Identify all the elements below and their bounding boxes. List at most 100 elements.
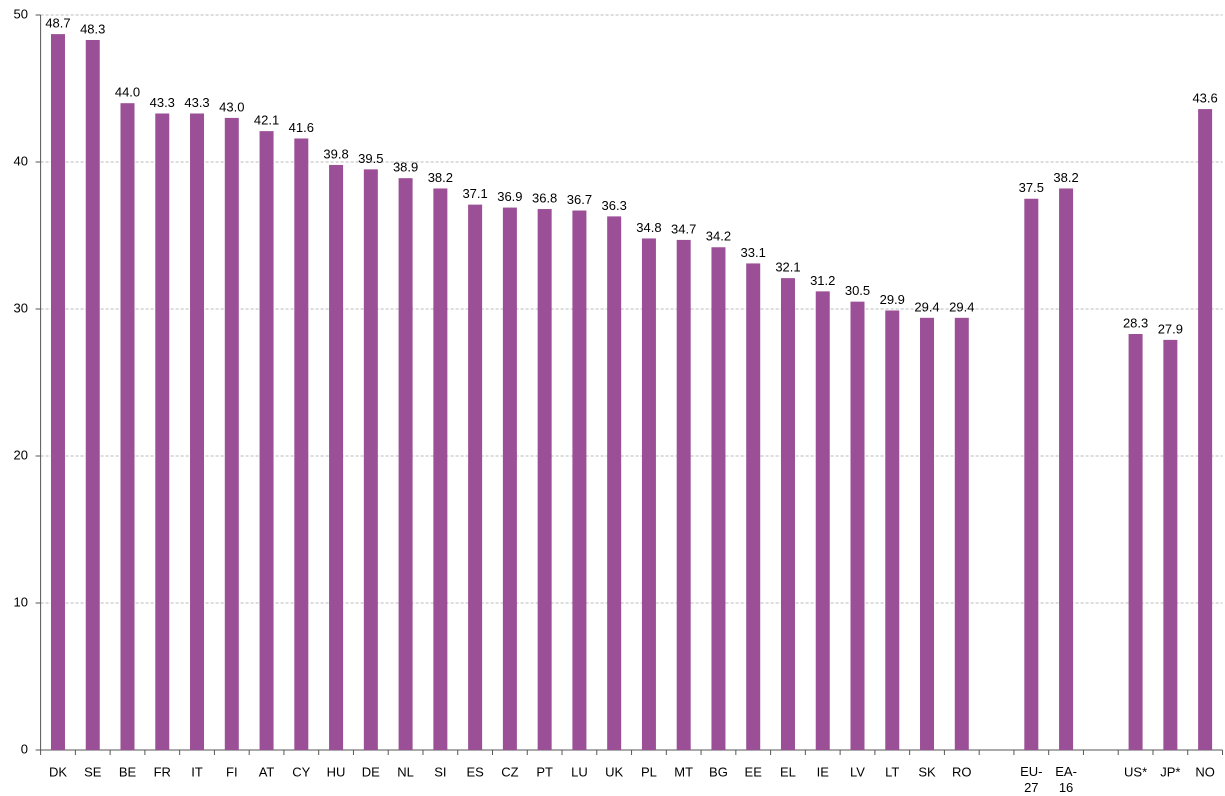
y-tick-label: 40 [14, 153, 28, 168]
y-tick-label: 50 [14, 6, 28, 21]
value-label: 36.9 [497, 189, 522, 204]
x-tick-label: SK [918, 764, 936, 779]
value-label: 48.3 [80, 21, 105, 36]
value-label: 39.8 [323, 146, 348, 161]
x-tick-label: EE [745, 764, 763, 779]
bar [363, 169, 378, 751]
bar [746, 263, 761, 750]
value-label: 39.5 [358, 151, 383, 166]
value-label: 38.9 [393, 160, 418, 175]
bar [190, 113, 205, 751]
value-label: 38.2 [428, 170, 453, 185]
value-label: 33.1 [741, 245, 766, 260]
bar [572, 210, 587, 750]
bar [711, 247, 726, 750]
bar [850, 301, 865, 750]
x-tick-label: LT [885, 764, 899, 779]
x-tick-label: EU-27 [1020, 764, 1042, 795]
bar [537, 209, 552, 751]
x-tick-label: FI [226, 764, 238, 779]
bar [954, 317, 969, 750]
x-tick-label: CY [292, 764, 310, 779]
bar [433, 188, 448, 750]
x-tick-label: BG [709, 764, 728, 779]
value-label: 31.2 [810, 273, 835, 288]
bar [676, 239, 691, 750]
bar [815, 291, 830, 750]
bar [120, 103, 135, 750]
x-tick-label: IT [191, 764, 203, 779]
x-tick-label: NL [397, 764, 414, 779]
bar [329, 164, 344, 750]
x-tick-label: SE [84, 764, 102, 779]
x-tick-label: EL [780, 764, 796, 779]
bar [1059, 188, 1074, 750]
y-tick-label: 0 [21, 741, 28, 756]
y-tick-label: 30 [14, 300, 28, 315]
value-label: 43.6 [1192, 91, 1217, 106]
bar [641, 238, 656, 750]
bar [1128, 333, 1143, 750]
value-label: 43.3 [184, 95, 209, 110]
value-label: 37.1 [462, 186, 487, 201]
bar [155, 113, 170, 751]
value-label: 42.1 [254, 113, 279, 128]
value-label: 30.5 [845, 283, 870, 298]
value-label: 32.1 [775, 260, 800, 275]
bar [224, 117, 239, 750]
x-tick-label: DE [362, 764, 380, 779]
bar [502, 207, 517, 750]
bar [398, 178, 413, 751]
x-tick-label: IE [817, 764, 830, 779]
x-tick-label: PL [641, 764, 657, 779]
x-tick-label: HU [327, 764, 346, 779]
value-label: 29.4 [949, 299, 974, 314]
value-label: 27.9 [1158, 321, 1183, 336]
y-tick-label: 20 [14, 447, 28, 462]
value-label: 43.3 [150, 95, 175, 110]
x-tick-label: FR [154, 764, 171, 779]
x-tick-label: CZ [501, 764, 518, 779]
value-label: 41.6 [289, 120, 314, 135]
bar [920, 317, 935, 750]
value-label: 43.0 [219, 99, 244, 114]
value-label: 34.2 [706, 229, 731, 244]
value-label: 37.5 [1019, 180, 1044, 195]
bar [885, 310, 900, 750]
x-tick-label: MT [674, 764, 693, 779]
value-label: 36.7 [567, 192, 592, 207]
x-tick-label: LV [850, 764, 865, 779]
value-label: 28.3 [1123, 315, 1148, 330]
value-label: 36.3 [602, 198, 627, 213]
value-label: 29.9 [880, 292, 905, 307]
x-tick-label: LU [571, 764, 588, 779]
bar [294, 138, 309, 751]
bar [50, 34, 65, 751]
value-label: 48.7 [45, 16, 70, 31]
x-tick-label: DK [49, 764, 67, 779]
bar [1163, 339, 1178, 750]
bar [85, 39, 100, 751]
x-tick-label: BE [119, 764, 137, 779]
x-tick-label: PT [536, 764, 553, 779]
x-tick-label: EA-16 [1055, 764, 1077, 795]
value-label: 38.2 [1053, 170, 1078, 185]
x-tick-label: JP* [1160, 764, 1180, 779]
bar [1198, 109, 1213, 750]
value-label: 44.0 [115, 85, 140, 100]
x-tick-label: UK [605, 764, 623, 779]
bar [468, 204, 483, 750]
bar [259, 131, 274, 750]
bar [607, 216, 622, 750]
value-label: 34.8 [636, 220, 661, 235]
y-tick-label: 10 [14, 594, 28, 609]
value-label: 29.4 [914, 299, 939, 314]
x-tick-label: US* [1124, 764, 1147, 779]
x-tick-label: ES [466, 764, 484, 779]
x-tick-label: RO [952, 764, 972, 779]
x-tick-label: NO [1195, 764, 1215, 779]
x-tick-label: SI [434, 764, 446, 779]
bar [780, 278, 795, 750]
value-label: 36.8 [532, 190, 557, 205]
